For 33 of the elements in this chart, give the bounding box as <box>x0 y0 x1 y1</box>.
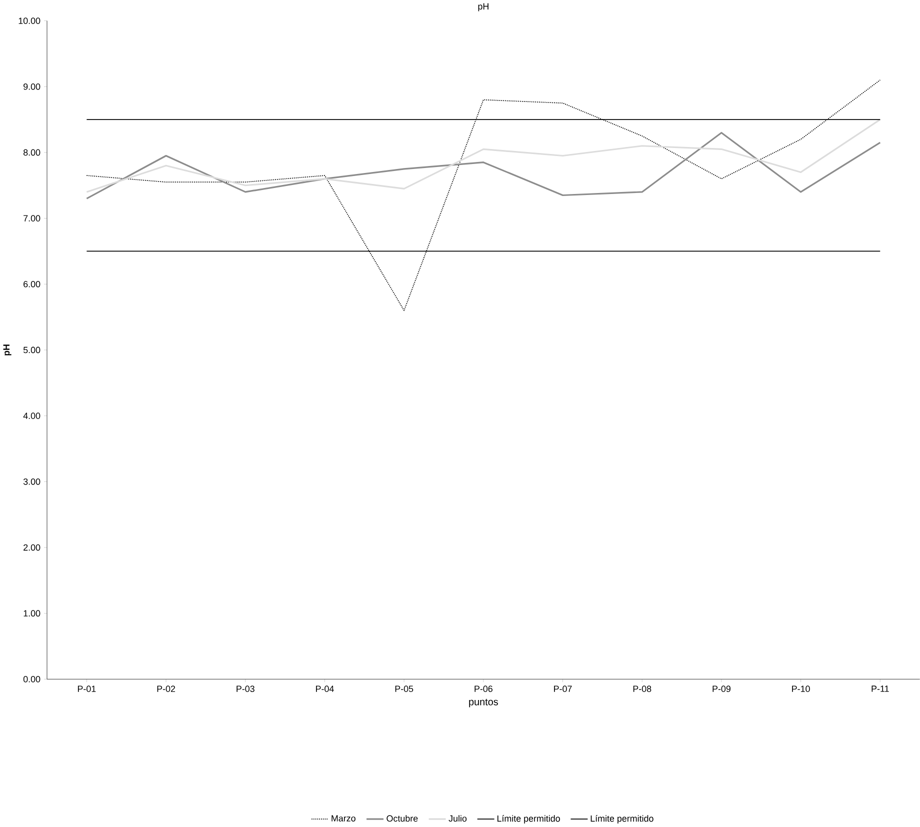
line-series <box>86 80 881 311</box>
chart-title: pH <box>478 3 488 12</box>
y-tick-label: 7.00 <box>24 215 40 222</box>
y-tick-label: 4.00 <box>23 412 40 419</box>
line-series <box>86 118 881 193</box>
x-tick-label: P-06 <box>474 686 492 692</box>
x-axis-title: puntos <box>469 698 498 708</box>
legend-label: Octubre <box>386 815 418 822</box>
y-tick-label: 1.00 <box>24 610 40 616</box>
x-tick-label: P-02 <box>157 686 176 692</box>
y-tick-label: 9.00 <box>24 83 40 90</box>
x-tick-label: P-01 <box>78 686 96 692</box>
legend-label: Límite permitido <box>590 814 654 824</box>
x-tick-label: P-05 <box>395 686 414 692</box>
y-tick-label: 0.00 <box>23 676 40 682</box>
x-tick-label: P-07 <box>554 686 572 692</box>
legend-label: Límite permitido <box>497 814 560 824</box>
x-tick-label: P-04 <box>316 686 334 692</box>
x-tick-label: P-03 <box>236 686 254 692</box>
x-tick-label: P-10 <box>792 686 810 692</box>
legend-label: Marzo <box>332 815 356 822</box>
x-tick-label: P-11 <box>872 686 889 692</box>
y-tick-label: 10.00 <box>18 18 40 24</box>
y-tick-label: 3.00 <box>23 478 40 485</box>
x-tick-label: P-09 <box>712 686 730 692</box>
y-tick-label: 5.00 <box>23 346 40 354</box>
x-tick-label: P-08 <box>633 686 652 692</box>
line-series <box>86 132 881 200</box>
y-tick-label: 8.00 <box>24 149 40 156</box>
y-axis-title: pH <box>3 344 12 356</box>
y-tick-label: 2.00 <box>24 544 40 551</box>
legend-label: Julio <box>448 815 467 822</box>
y-tick-label: 6.00 <box>24 280 40 288</box>
